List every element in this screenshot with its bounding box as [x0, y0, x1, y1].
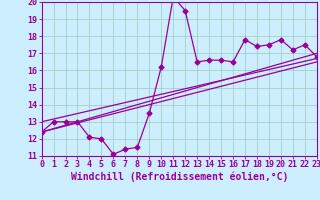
- X-axis label: Windchill (Refroidissement éolien,°C): Windchill (Refroidissement éolien,°C): [70, 172, 288, 182]
